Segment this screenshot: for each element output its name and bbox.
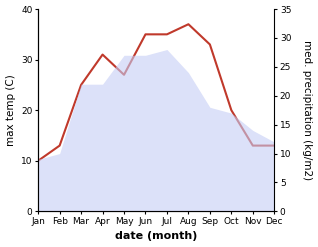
Y-axis label: max temp (C): max temp (C) bbox=[5, 74, 16, 146]
Y-axis label: med. precipitation (kg/m2): med. precipitation (kg/m2) bbox=[302, 40, 313, 180]
X-axis label: date (month): date (month) bbox=[115, 231, 197, 242]
